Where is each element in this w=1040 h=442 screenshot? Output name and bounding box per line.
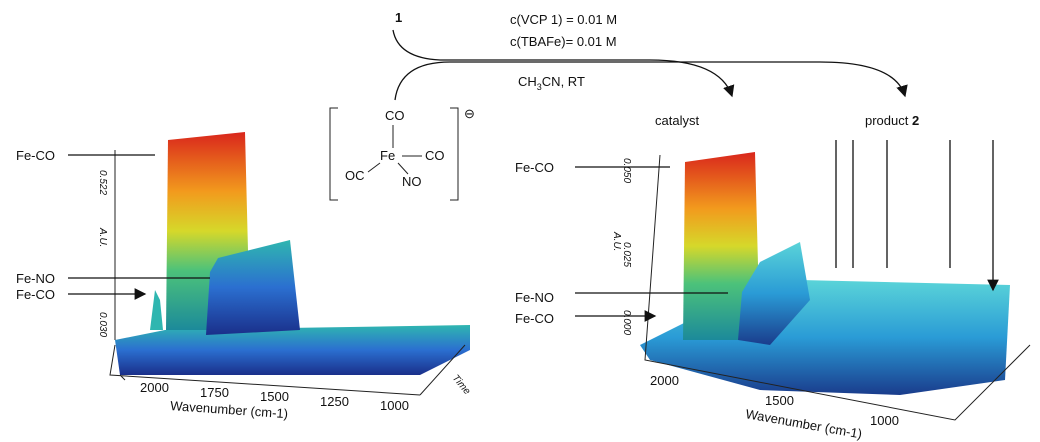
y-axis-label: A.U. bbox=[611, 231, 622, 251]
catalyst-label: catalyst bbox=[655, 113, 699, 128]
axis bbox=[419, 344, 466, 396]
condition: c(VCP 1) = 0.01 M bbox=[510, 12, 617, 27]
surface bbox=[115, 325, 470, 375]
y-tick-label: 0.030 bbox=[97, 312, 108, 337]
y-tick-label: 0.522 bbox=[97, 170, 108, 195]
solvent: CH3CN, RT bbox=[518, 74, 585, 92]
x-tick-label: 1750 bbox=[200, 385, 229, 400]
x-tick-label: 1000 bbox=[380, 398, 409, 413]
axis bbox=[109, 150, 421, 396]
peak-label: Fe-NO bbox=[16, 271, 55, 286]
x-tick-label: 2000 bbox=[140, 380, 169, 395]
bracket bbox=[329, 107, 459, 201]
x-tick-label: 1250 bbox=[320, 394, 349, 409]
surface bbox=[206, 240, 300, 335]
surface bbox=[150, 290, 163, 330]
arrow bbox=[575, 166, 728, 316]
arrow bbox=[394, 61, 908, 101]
y-tick-label: 0.050 bbox=[621, 158, 632, 183]
peak-label: Fe-CO bbox=[16, 148, 55, 163]
y-tick-label: 0.000 bbox=[621, 310, 632, 335]
x-tick-label: 1000 bbox=[870, 413, 899, 428]
y-axis-label: A.U. bbox=[97, 227, 108, 247]
ligand: CO bbox=[385, 108, 405, 123]
x-tick-label: 2000 bbox=[650, 373, 679, 388]
time-label: Time bbox=[450, 373, 473, 397]
ligand: NO bbox=[402, 174, 422, 189]
product-label: product 2 bbox=[865, 113, 919, 128]
peak-label: Fe-CO bbox=[16, 287, 55, 302]
metal: Fe bbox=[380, 148, 395, 163]
bonds bbox=[367, 125, 422, 175]
reactant: 1 bbox=[395, 10, 402, 25]
surface bbox=[738, 242, 810, 345]
peak-label: Fe-CO bbox=[515, 160, 554, 175]
peak-label: Fe-NO bbox=[515, 290, 554, 305]
arrow bbox=[835, 140, 993, 290]
x-tick-label: 1500 bbox=[260, 389, 289, 404]
condition: c(TBAFe)= 0.01 M bbox=[510, 34, 617, 49]
arrow bbox=[392, 29, 735, 98]
charge: ⊖ bbox=[464, 106, 475, 121]
x-tick-label: 1500 bbox=[765, 393, 794, 408]
x-axis-label: Wavenumber (cm-1) bbox=[744, 406, 863, 441]
y-tick-label: 0.025 bbox=[621, 242, 632, 267]
arrow bbox=[68, 154, 210, 294]
peak-label: Fe-CO bbox=[515, 311, 554, 326]
axis bbox=[644, 154, 1031, 421]
ligand: OC bbox=[345, 168, 365, 183]
ligand: CO bbox=[425, 148, 445, 163]
